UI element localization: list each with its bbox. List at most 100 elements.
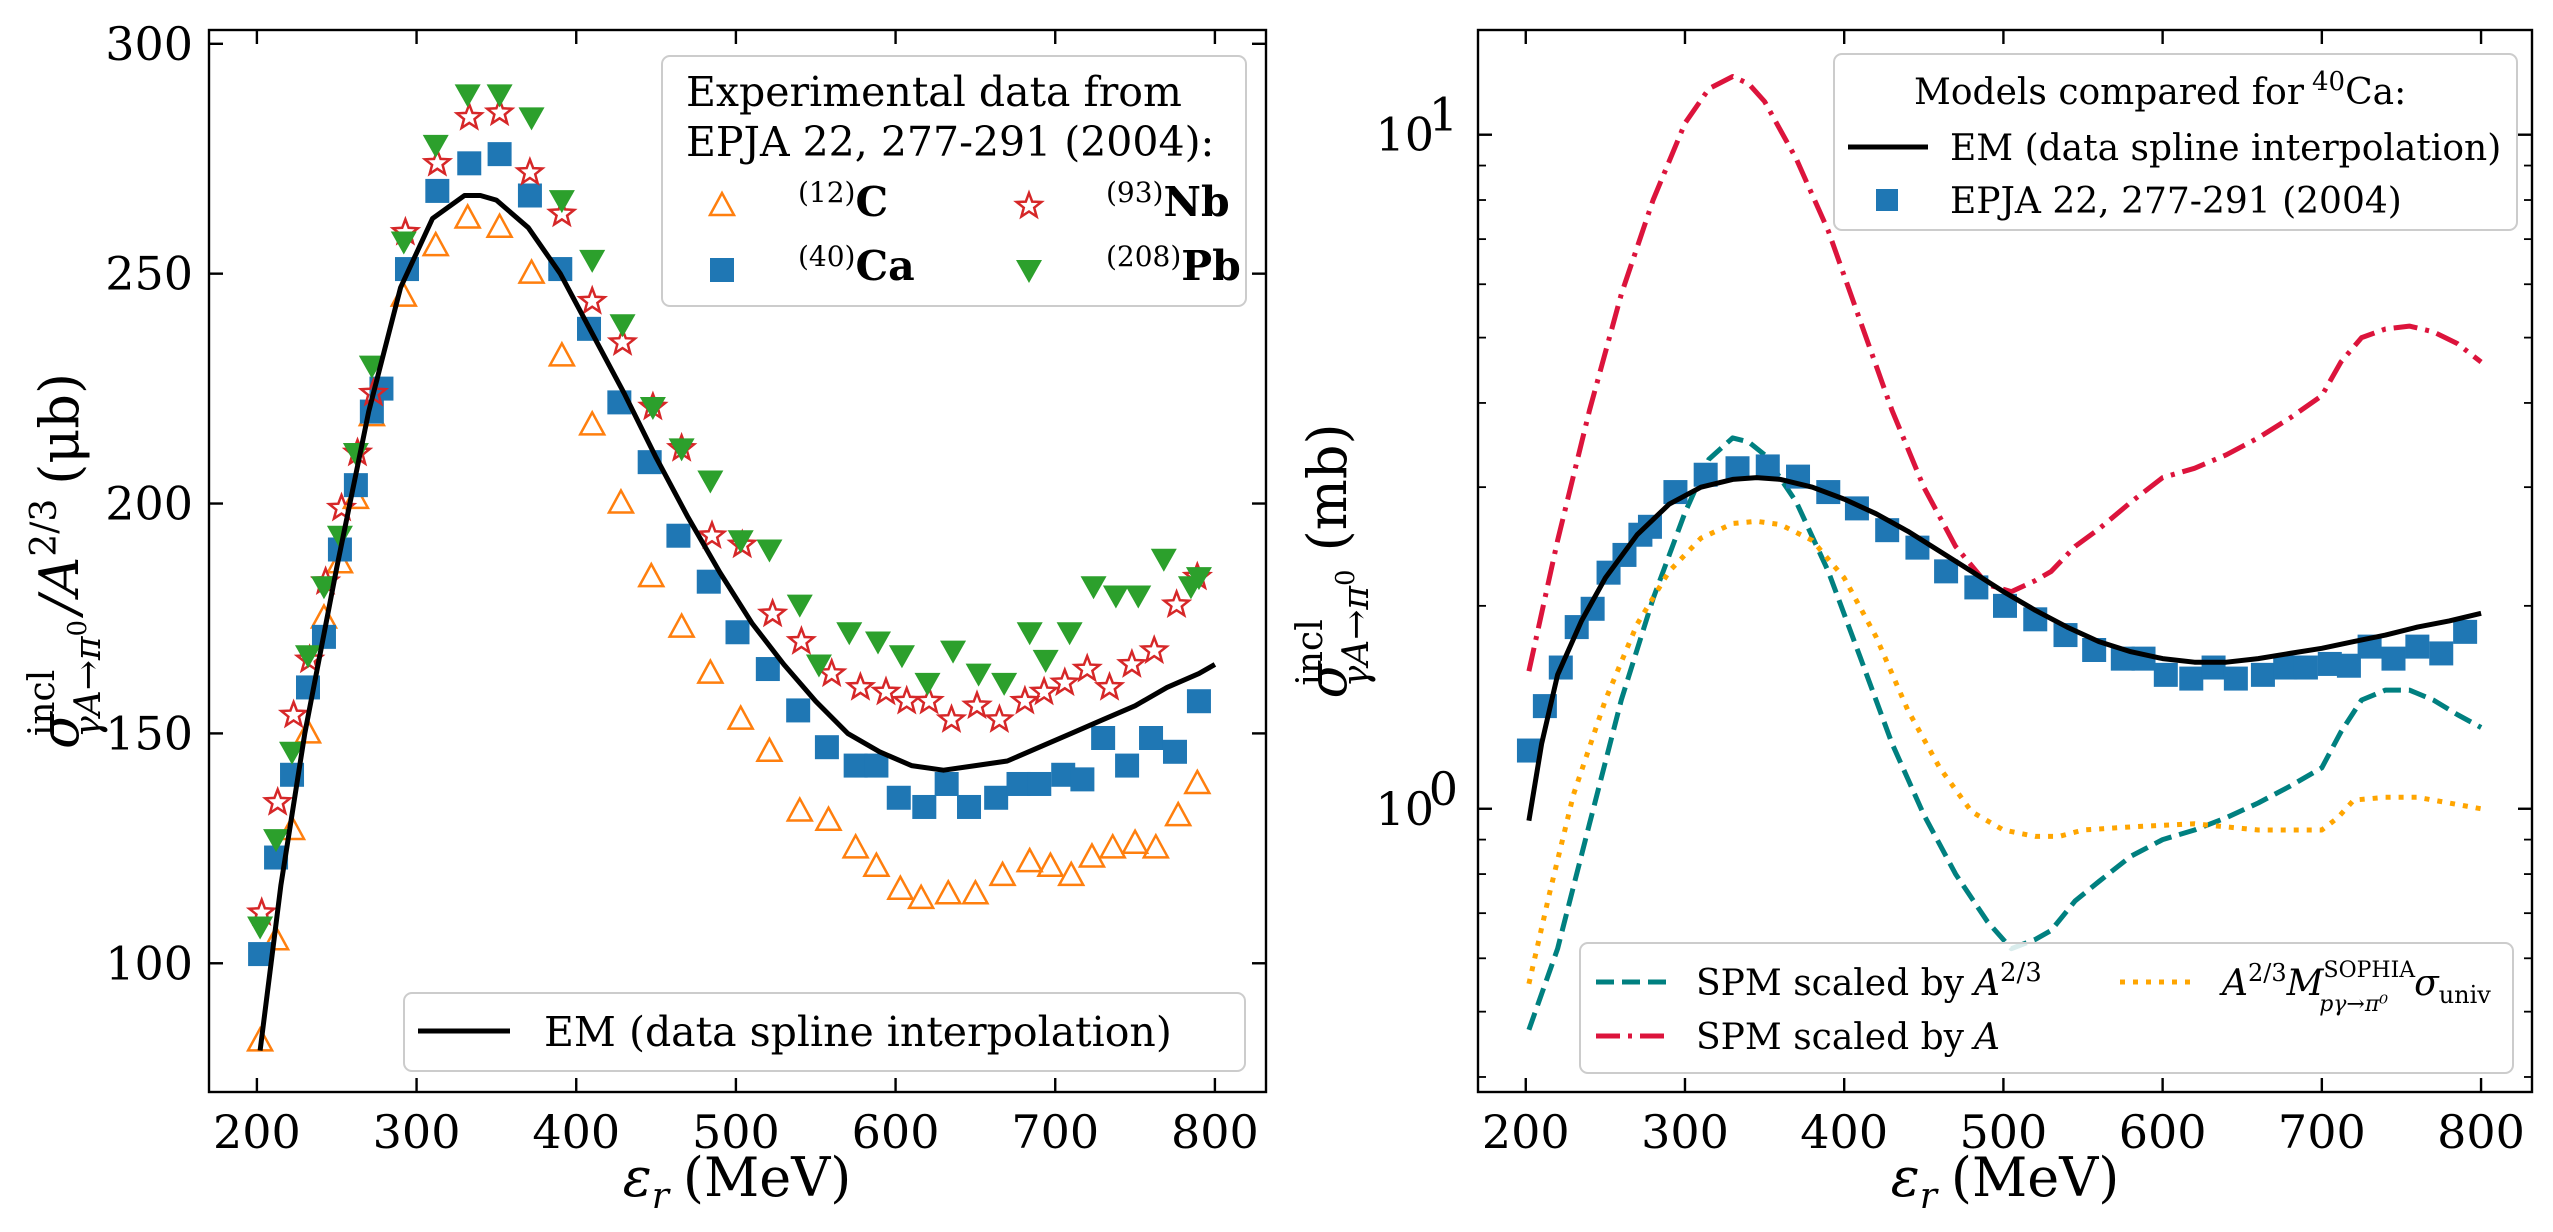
left-point-ca bbox=[487, 142, 512, 167]
left-point-ca bbox=[886, 785, 911, 810]
left-point-pb bbox=[263, 829, 290, 853]
left-point-c bbox=[1036, 851, 1065, 877]
left-point-nb bbox=[1071, 652, 1103, 683]
left-point-c bbox=[862, 851, 891, 877]
left-point-c bbox=[934, 878, 963, 905]
left-point-ca bbox=[786, 698, 811, 723]
left-point-pb bbox=[518, 107, 545, 131]
right-point-epja-22-277-291-2004 bbox=[2453, 619, 2478, 644]
right-legend-epja-label: EPJA 22, 277-291 (2004) bbox=[1950, 181, 2402, 222]
left-point-c bbox=[578, 409, 607, 436]
left-point-nb bbox=[1160, 588, 1193, 619]
legend-c-element: C bbox=[855, 178, 888, 226]
right-legend-epja-marker bbox=[1876, 189, 1898, 211]
right-series-epja-22-277-291-2004 bbox=[1516, 454, 2478, 763]
right-legend-sophia-label: A2/3MSOPHIA pγ→π⁰σuniv bbox=[2219, 958, 2491, 1017]
left-series-ca bbox=[248, 142, 1211, 967]
legend-ca-mass: (40) bbox=[798, 240, 855, 273]
left-point-ca bbox=[984, 785, 1009, 810]
right-line-spm-scaled-by-a-2-3 bbox=[1526, 435, 2483, 1031]
left-legend-entry-pb: (208)Pb bbox=[1016, 240, 1241, 290]
svg-text:(208)Pb: (208)Pb bbox=[1106, 240, 1241, 290]
left-point-c bbox=[453, 202, 482, 229]
x-tick-label: 300 bbox=[373, 1105, 461, 1159]
legend-pb-marker bbox=[1016, 260, 1042, 283]
left-point-nb bbox=[935, 703, 968, 733]
left-point-c bbox=[1077, 841, 1107, 868]
y-tick-label: 200 bbox=[105, 477, 193, 531]
left-point-pb bbox=[1102, 585, 1129, 609]
right-point-epja-22-277-291-2004 bbox=[2381, 646, 2406, 671]
x-tick-label: 700 bbox=[1011, 1105, 1099, 1159]
right-point-epja-22-277-291-2004 bbox=[2201, 655, 2226, 680]
right-legend-spma-label: SPM scaled by A bbox=[1696, 1017, 2000, 1058]
left-point-c bbox=[841, 832, 870, 859]
left-point-ca bbox=[864, 753, 889, 778]
right-legend-bottom: SPM scaled by A2/3 SPM scaled by A A2/3MSO… bbox=[1579, 942, 2514, 1074]
left-point-c bbox=[1098, 832, 1127, 859]
x-tick-label: 500 bbox=[1960, 1105, 2048, 1159]
left-legend-entry-ca: (40)Ca bbox=[710, 240, 915, 290]
x-tick-label: 700 bbox=[2278, 1105, 2366, 1159]
left-point-ca bbox=[1006, 771, 1031, 796]
x-tick-label: 800 bbox=[1171, 1105, 1259, 1159]
left-point-nb bbox=[1028, 675, 1060, 706]
left-ticks: 200 300 400 500 600 700 800 100 150 200 250 300 bbox=[105, 17, 1266, 1159]
right-x-axis-label: εr (MeV) bbox=[1891, 1146, 2120, 1217]
left-point-pb bbox=[1125, 585, 1152, 609]
left-point-ca bbox=[425, 178, 450, 203]
left-point-nb bbox=[1093, 670, 1126, 701]
left-legend-title-line1: Experimental data from bbox=[686, 68, 1182, 116]
x-tick-label: 600 bbox=[852, 1105, 940, 1159]
legend-pb-element: Pb bbox=[1181, 242, 1241, 290]
legend-c-marker bbox=[707, 190, 737, 217]
left-point-pb bbox=[805, 654, 832, 678]
left-point-nb bbox=[483, 96, 516, 127]
left-x-axis-label: εr (MeV) bbox=[623, 1146, 852, 1217]
left-point-ca bbox=[1091, 726, 1116, 750]
left-point-pb bbox=[422, 134, 449, 158]
right-legend-em-label: EM (data spline interpolation) bbox=[1950, 128, 2501, 169]
left-point-nb bbox=[261, 785, 294, 816]
left-point-pb bbox=[727, 530, 754, 554]
left-point-c bbox=[1015, 846, 1044, 873]
left-point-pb bbox=[1056, 622, 1083, 646]
left-point-ca bbox=[1186, 689, 1211, 714]
right-point-epja-22-277-291-2004 bbox=[2223, 666, 2248, 691]
left-point-nb bbox=[983, 703, 1016, 733]
left-point-nb bbox=[1138, 634, 1170, 665]
left-point-ca bbox=[912, 794, 937, 819]
left-point-pb bbox=[358, 355, 385, 379]
left-point-pb bbox=[668, 438, 695, 462]
left-legend-frame bbox=[661, 55, 1247, 307]
left-point-pb bbox=[390, 231, 417, 255]
left-point-pb bbox=[836, 622, 863, 646]
left-point-pb bbox=[279, 741, 306, 765]
left-point-ca bbox=[1139, 726, 1164, 750]
right-legend-bottom-frame bbox=[1579, 942, 2514, 1074]
right-legend-top-frame bbox=[1833, 53, 2518, 231]
right-point-epja-22-277-291-2004 bbox=[2273, 655, 2298, 680]
right-point-epja-22-277-291-2004 bbox=[1755, 454, 1780, 479]
left-point-ca bbox=[1027, 771, 1052, 796]
left-point-nb bbox=[891, 684, 923, 715]
left-panel: 200 300 400 500 600 700 800 100 150 200 250 300 σin… bbox=[22, 17, 1268, 1217]
left-point-c bbox=[1164, 800, 1193, 827]
left-point-ca bbox=[696, 569, 721, 594]
left-point-ca bbox=[843, 753, 868, 778]
legend-nb-marker bbox=[1013, 189, 1045, 220]
left-point-pb bbox=[756, 539, 783, 563]
x-tick-label: 400 bbox=[532, 1105, 620, 1159]
left-point-nb bbox=[606, 326, 639, 356]
left-legend-em-label: EM (data spline interpolation) bbox=[544, 1008, 1172, 1056]
left-point-ca bbox=[457, 151, 482, 176]
left-point-nb bbox=[277, 698, 310, 729]
left-point-pb bbox=[486, 84, 513, 108]
y-tick-label: 150 bbox=[105, 706, 193, 760]
left-point-pb bbox=[888, 645, 915, 669]
y-tick-label: 250 bbox=[105, 247, 193, 301]
left-point-pb bbox=[294, 645, 321, 669]
left-point-c bbox=[606, 487, 636, 514]
left-point-c bbox=[814, 805, 843, 832]
right-axes-frame bbox=[1476, 28, 2534, 1094]
